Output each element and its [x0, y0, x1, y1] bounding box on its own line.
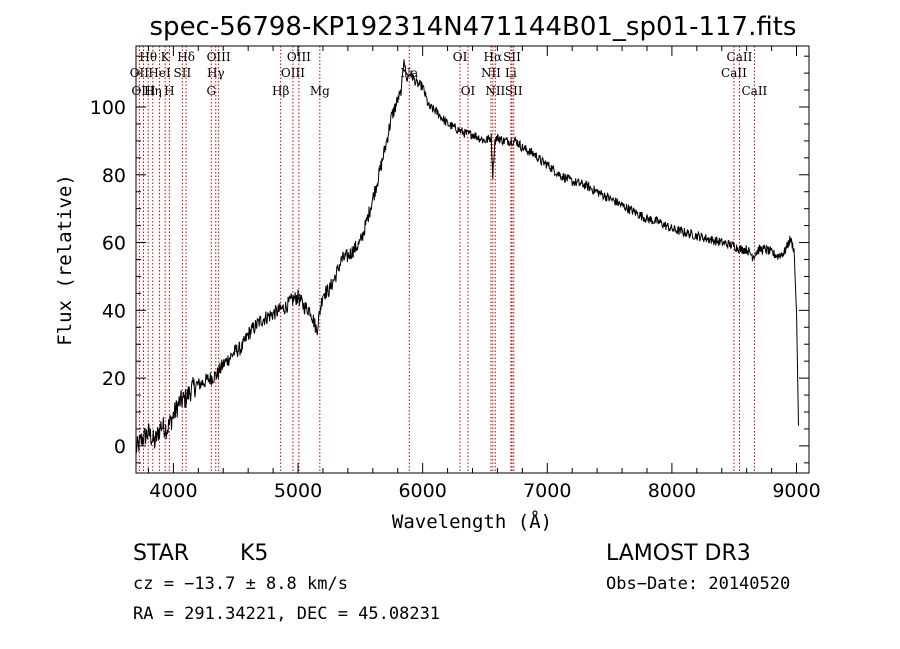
y-tick-label: 0	[114, 436, 126, 458]
survey-name: LAMOST DR3	[606, 541, 751, 566]
spectral-line-label: NII	[485, 84, 505, 98]
spectral-line-label: H	[164, 84, 174, 98]
x-tick-label: 4000	[149, 480, 197, 502]
spectral-line-label: G	[206, 84, 216, 98]
spectral-line-label: Hθ	[139, 50, 157, 64]
x-axis-ticks: 4000 5000 6000 7000 8000 9000	[147, 46, 821, 502]
spectrum-line	[135, 59, 799, 453]
spectral-line-label: CaII	[727, 50, 753, 64]
y-axis-label: Flux (relative)	[54, 174, 76, 346]
spectral-line-label: Hη	[144, 84, 162, 98]
spectral-line-label: Hδ	[177, 50, 195, 64]
spectral-line-label: CaII	[741, 84, 767, 98]
spectral-line-label: Li	[505, 66, 517, 80]
y-axis-ticks: 0 20 40 60 80 100	[90, 55, 809, 464]
spectral-line-markers	[138, 46, 755, 473]
observation-date: Obs−Date: 20140520	[606, 574, 790, 594]
y-tick-label: 60	[102, 233, 126, 255]
spectral-line-label: Hγ	[207, 66, 225, 80]
spectral-line-label: SII	[505, 84, 523, 98]
spectral-line-label: OIII	[131, 84, 155, 98]
spectral-line-label: Hβ	[272, 84, 289, 98]
spectral-line-label: SII	[174, 66, 192, 80]
spectral-line-label: K	[161, 50, 171, 64]
spectral-line-label: HeI	[148, 66, 171, 80]
x-tick-label: 8000	[648, 480, 696, 502]
chart-title: spec-56798-KP192314N471144B01_sp01-117.f…	[150, 12, 797, 42]
x-tick-label: 9000	[772, 480, 820, 502]
coordinates-readout: RA = 291.34221, DEC = 45.08231	[133, 604, 440, 624]
x-axis-label: Wavelength (Å)	[392, 510, 552, 533]
y-tick-label: 40	[102, 300, 126, 322]
y-tick-label: 20	[102, 368, 126, 390]
spectral-line-label: Mg	[310, 84, 330, 98]
y-tick-label: 80	[102, 165, 126, 187]
spectral-line-label: NII	[481, 66, 501, 80]
spectral-line-label: SII	[503, 50, 521, 64]
x-tick-label: 6000	[398, 480, 446, 502]
spectral-line-label: OIII	[281, 66, 305, 80]
spectral-line-label: OI	[461, 84, 476, 98]
spectral-line-label: CaII	[721, 66, 747, 80]
y-tick-label: 100	[90, 97, 126, 119]
x-tick-label: 7000	[523, 480, 571, 502]
object-subclass: K5	[240, 541, 268, 566]
spectral-line-label: OIII	[287, 50, 311, 64]
spectral-line-label: OI	[453, 50, 468, 64]
spectral-line-label: Hα	[484, 50, 503, 64]
spectral-line-label: OIII	[207, 50, 231, 64]
plot-frame	[135, 45, 810, 474]
x-tick-label: 5000	[274, 480, 322, 502]
object-class: STAR	[133, 541, 189, 566]
redshift-readout: cz = −13.7 ± 8.8 km/s	[133, 574, 348, 594]
